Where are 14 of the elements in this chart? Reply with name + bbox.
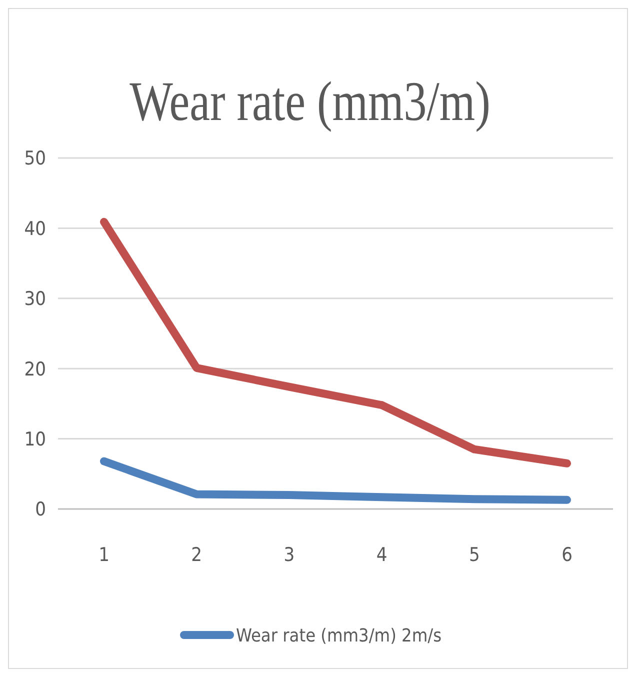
x-tick-label: 5	[468, 544, 480, 566]
x-tick-label: 6	[562, 544, 572, 566]
x-tick-label: 3	[284, 544, 295, 566]
y-tick-label: 40	[24, 218, 46, 240]
y-tick-label: 50	[24, 148, 46, 170]
y-tick-label: 10	[24, 428, 46, 450]
x-tick-label: 4	[376, 544, 388, 566]
x-tick-label: 2	[191, 544, 202, 566]
y-tick-label: 0	[35, 498, 46, 521]
chart-title: Wear rate (mm3/m)	[130, 70, 490, 134]
x-tick-label: 1	[98, 544, 110, 566]
y-tick-label: 30	[24, 288, 46, 310]
y-tick-label: 20	[24, 358, 46, 380]
legend-label: Wear rate (mm3/m) 2m/s	[236, 625, 442, 646]
